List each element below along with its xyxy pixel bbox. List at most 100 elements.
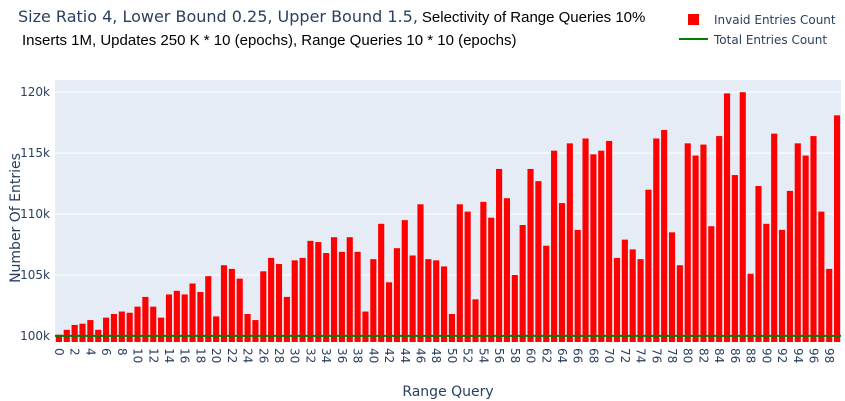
bar[interactable]	[810, 136, 817, 342]
bar[interactable]	[181, 294, 188, 342]
legend-label-total-entries[interactable]: Total Entries Count	[713, 33, 827, 47]
bar[interactable]	[299, 257, 306, 342]
bar[interactable]	[401, 220, 408, 342]
bar[interactable]	[330, 237, 338, 342]
bar[interactable]	[236, 278, 243, 342]
bar[interactable]	[268, 257, 275, 342]
bar[interactable]	[55, 334, 62, 342]
bar[interactable]	[503, 198, 511, 342]
bar[interactable]	[118, 311, 125, 342]
bar[interactable]	[755, 186, 762, 342]
bar[interactable]	[456, 204, 463, 342]
bar[interactable]	[87, 320, 94, 342]
bar[interactable]	[433, 260, 440, 342]
bar[interactable]	[338, 251, 345, 342]
bar[interactable]	[606, 140, 613, 342]
bar[interactable]	[315, 242, 322, 342]
bar[interactable]	[519, 225, 526, 342]
bar[interactable]	[496, 168, 503, 342]
bar[interactable]	[708, 226, 715, 342]
bar[interactable]	[385, 282, 393, 342]
bar[interactable]	[582, 138, 589, 342]
bar[interactable]	[307, 240, 314, 342]
bar[interactable]	[197, 292, 204, 342]
bar[interactable]	[291, 260, 298, 342]
bar[interactable]	[464, 211, 471, 342]
bar[interactable]	[228, 268, 235, 342]
bar[interactable]	[354, 251, 361, 342]
bar[interactable]	[71, 324, 78, 342]
bar[interactable]	[590, 154, 597, 342]
bar[interactable]	[778, 229, 786, 342]
bar[interactable]	[252, 320, 259, 342]
bar[interactable]	[409, 255, 416, 342]
bar[interactable]	[574, 229, 581, 342]
bar[interactable]	[134, 306, 141, 342]
legend-label-invalid-entries[interactable]: Invaid Entries Count	[714, 13, 836, 27]
bar[interactable]	[205, 276, 212, 342]
bar[interactable]	[551, 150, 558, 342]
bar[interactable]	[668, 232, 676, 342]
bar[interactable]	[126, 312, 133, 342]
bar[interactable]	[213, 316, 220, 342]
bar[interactable]	[637, 259, 644, 342]
bar[interactable]	[818, 211, 825, 342]
bar[interactable]	[684, 143, 691, 342]
bar[interactable]	[189, 283, 196, 342]
bar[interactable]	[448, 313, 455, 342]
bar[interactable]	[613, 257, 621, 342]
bar[interactable]	[79, 323, 86, 342]
bar[interactable]	[165, 294, 173, 342]
bar[interactable]	[621, 239, 628, 342]
bar[interactable]	[283, 296, 290, 342]
bar[interactable]	[378, 223, 385, 342]
bar[interactable]	[158, 317, 165, 342]
bar[interactable]	[220, 265, 228, 342]
bar[interactable]	[566, 143, 573, 342]
bar[interactable]	[802, 155, 809, 342]
bar[interactable]	[425, 259, 432, 342]
bar[interactable]	[834, 115, 841, 342]
bar[interactable]	[598, 150, 605, 342]
bar[interactable]	[731, 175, 738, 342]
bar[interactable]	[110, 313, 118, 342]
bar[interactable]	[700, 144, 707, 342]
bar[interactable]	[472, 299, 479, 342]
bar[interactable]	[511, 274, 518, 342]
bar[interactable]	[826, 268, 833, 342]
bar[interactable]	[716, 136, 723, 342]
bar[interactable]	[417, 204, 424, 342]
bar[interactable]	[771, 133, 778, 342]
bar[interactable]	[346, 237, 353, 342]
bar[interactable]	[645, 189, 652, 342]
bar[interactable]	[527, 168, 534, 342]
bar[interactable]	[275, 264, 283, 342]
bar[interactable]	[150, 306, 157, 342]
bar[interactable]	[103, 317, 110, 342]
bar[interactable]	[480, 201, 487, 342]
bar[interactable]	[629, 249, 636, 342]
bar[interactable]	[535, 181, 542, 342]
bar[interactable]	[747, 273, 754, 342]
bar[interactable]	[739, 92, 746, 343]
bar[interactable]	[543, 245, 550, 342]
bar[interactable]	[786, 190, 793, 342]
bar[interactable]	[393, 248, 400, 342]
bar[interactable]	[173, 290, 180, 342]
bar[interactable]	[653, 138, 660, 342]
bar[interactable]	[661, 129, 668, 342]
bar[interactable]	[723, 93, 731, 342]
bar[interactable]	[142, 296, 149, 342]
bar[interactable]	[244, 313, 251, 342]
bar[interactable]	[323, 253, 330, 342]
bar[interactable]	[370, 259, 377, 342]
bar[interactable]	[260, 271, 267, 342]
bar[interactable]	[676, 265, 683, 342]
bar[interactable]	[794, 143, 801, 342]
legend-swatch-invalid-entries[interactable]	[688, 14, 699, 25]
bar[interactable]	[763, 223, 770, 342]
bar[interactable]	[692, 155, 699, 342]
bar[interactable]	[362, 311, 369, 342]
bar[interactable]	[441, 266, 448, 342]
bar[interactable]	[488, 217, 495, 342]
